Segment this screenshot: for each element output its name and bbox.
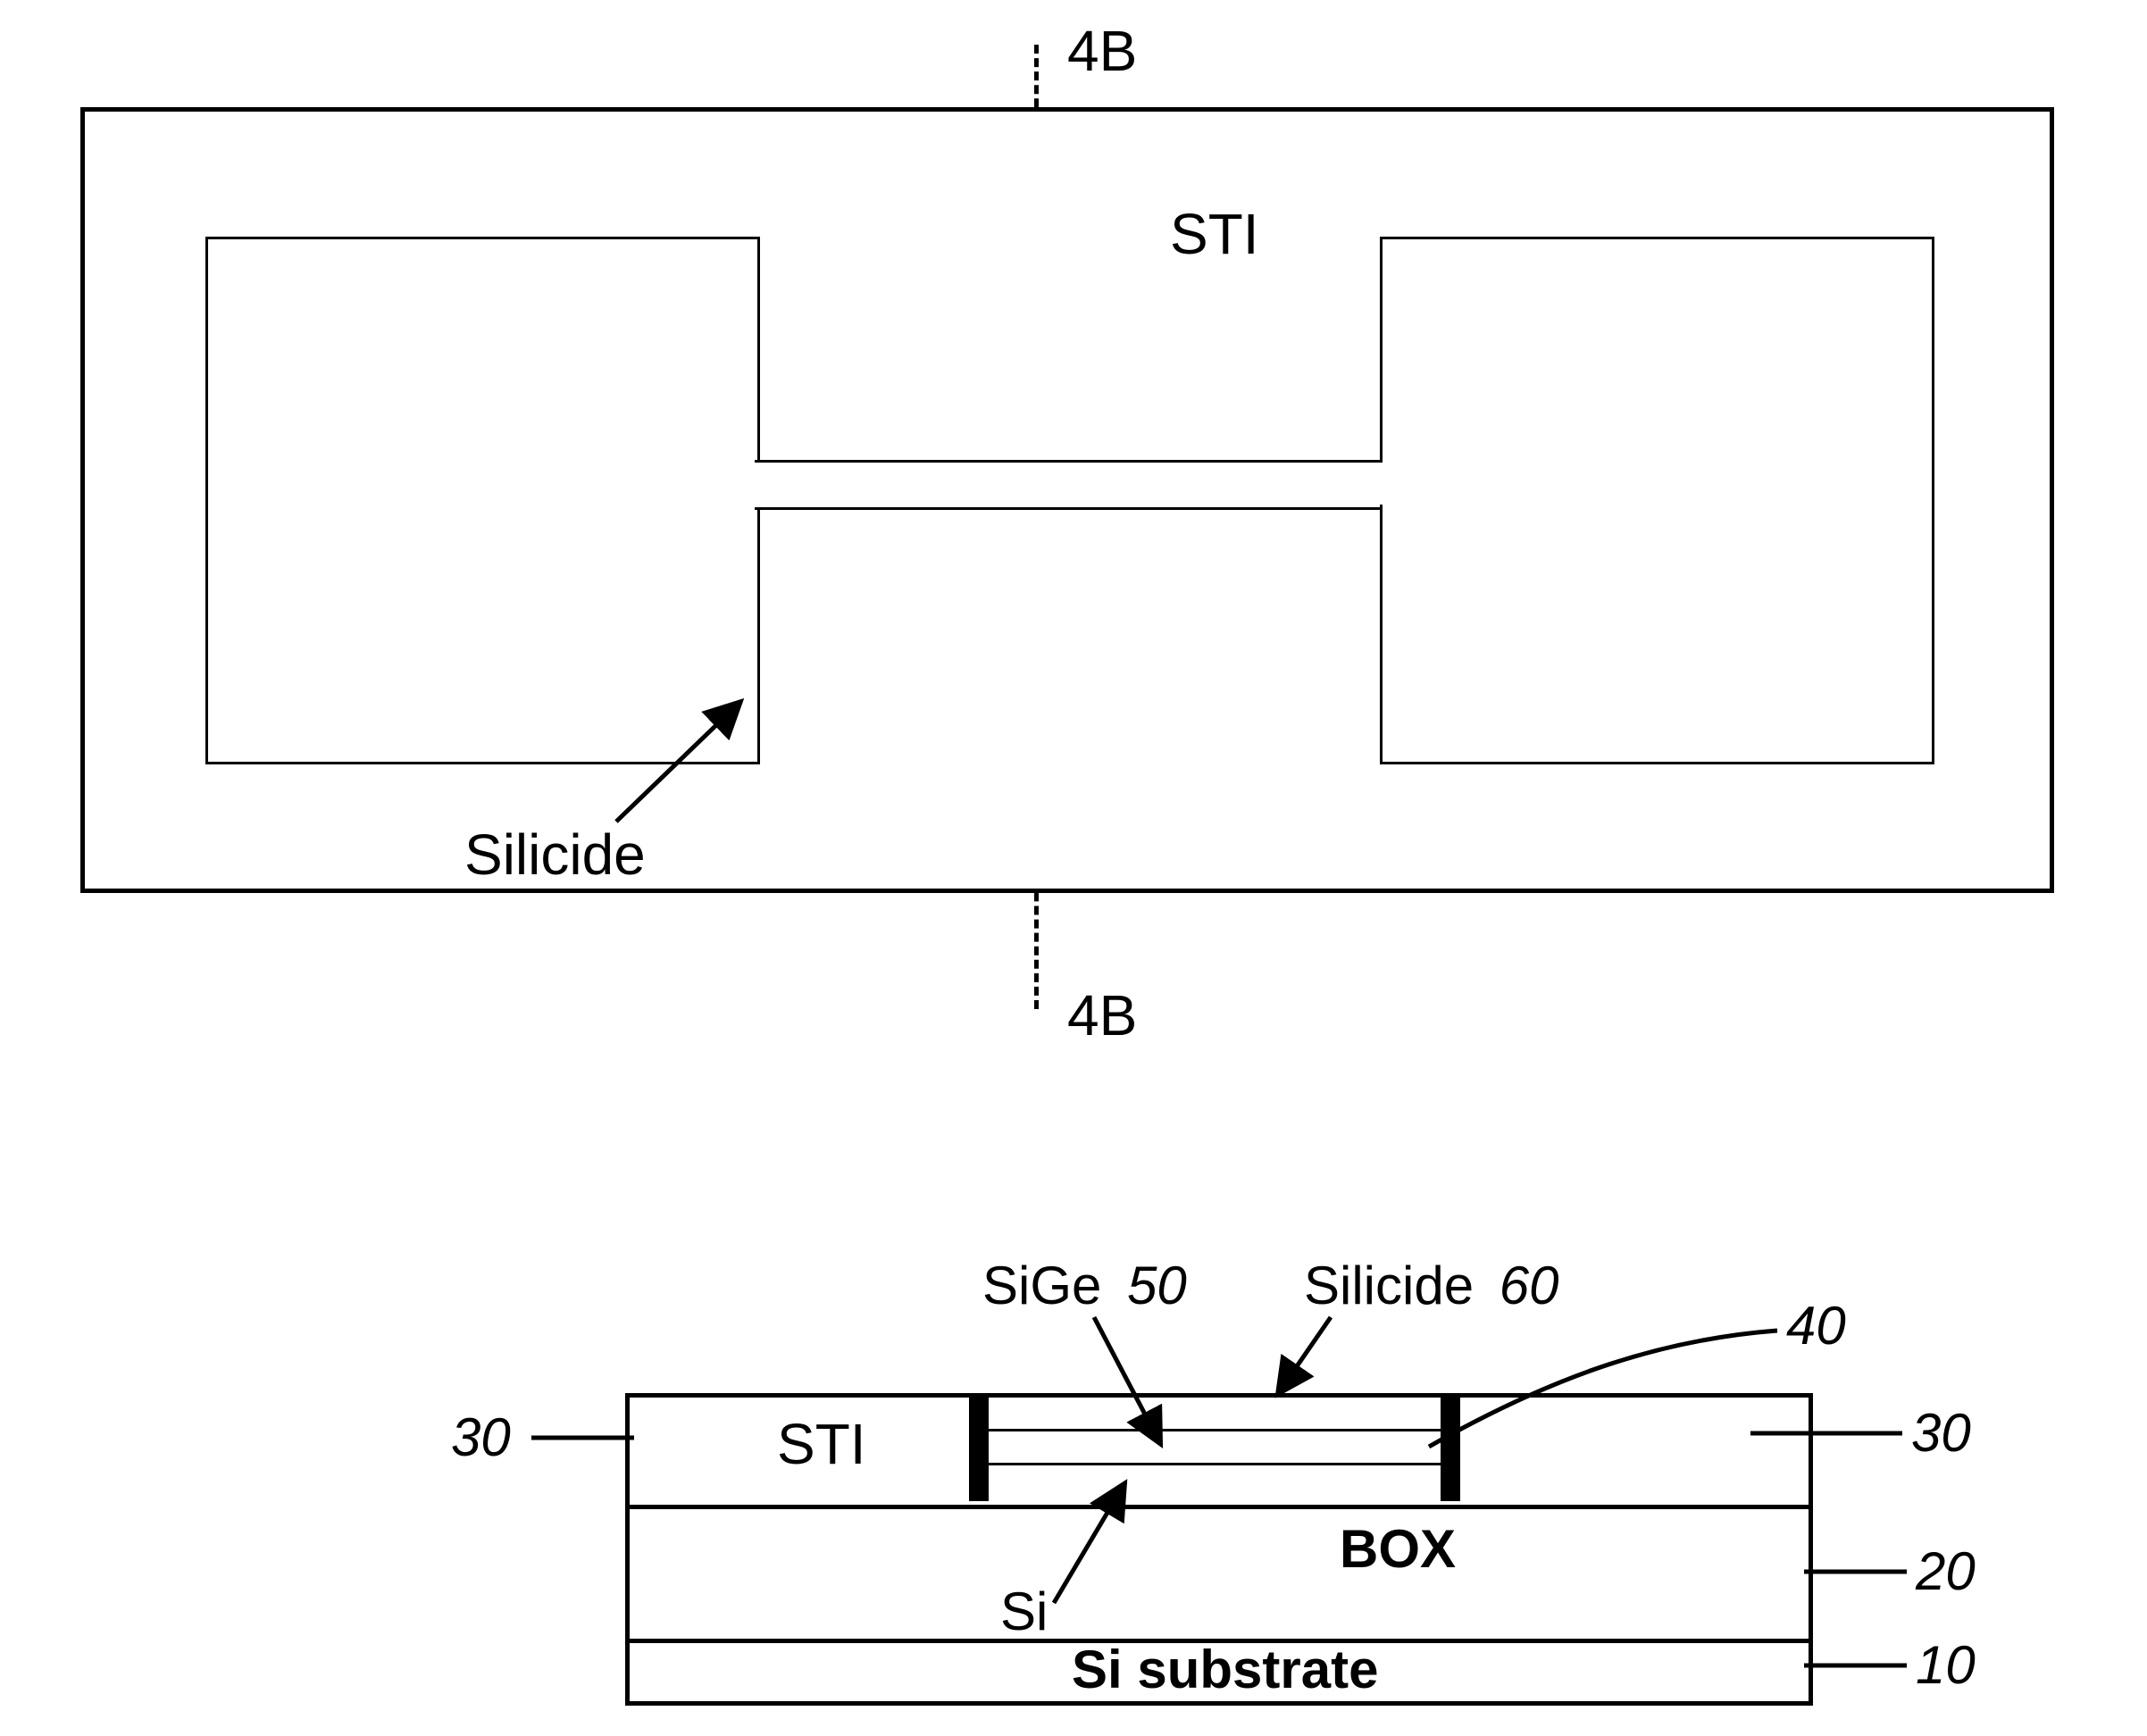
xs-sige-label: SiGe 50 — [982, 1255, 1187, 1316]
xs-silicide-text: Silicide — [1304, 1256, 1474, 1315]
xs-ref-40: 40 — [1786, 1295, 1846, 1356]
xs-ref-50: 50 — [1127, 1256, 1187, 1315]
xs-ref-30-right: 30 — [1911, 1402, 1971, 1464]
xs-annotations — [0, 0, 2147, 1736]
xs-ref-20: 20 — [1916, 1540, 1976, 1602]
xs-ref-30-left: 30 — [451, 1406, 511, 1468]
xs-ref-10: 10 — [1916, 1634, 1976, 1696]
xs-si-label: Si — [1000, 1581, 1048, 1642]
xs-silicide-label: Silicide 60 — [1304, 1255, 1559, 1316]
xs-ref-60: 60 — [1500, 1256, 1559, 1315]
xs-sige-text: SiGe — [982, 1256, 1101, 1315]
